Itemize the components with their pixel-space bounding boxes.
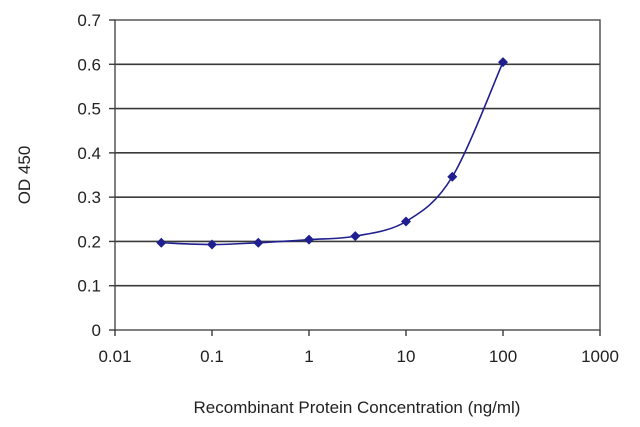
grid-lines xyxy=(115,63,600,287)
x-tick-label: 10 xyxy=(397,347,416,366)
data-point xyxy=(401,216,411,227)
plot-area xyxy=(114,19,601,331)
y-tick-label: 0 xyxy=(92,321,101,340)
y-tick-label: 0.7 xyxy=(77,11,101,30)
series-group xyxy=(156,57,508,250)
y-tick-label: 0.4 xyxy=(77,144,101,163)
y-tick-label: 0.5 xyxy=(77,100,101,119)
x-axis: 0.01 0.1 1 10 100 1000 xyxy=(98,330,619,366)
x-tick-label: 100 xyxy=(489,347,517,366)
y-tick-label: 0.2 xyxy=(77,232,101,251)
data-point xyxy=(207,239,217,250)
y-axis-title: OD 450 xyxy=(15,146,34,205)
data-point xyxy=(304,234,314,245)
data-point xyxy=(156,237,167,248)
x-tick-label: 0.01 xyxy=(98,347,131,366)
x-tick-label: 1000 xyxy=(581,347,619,366)
data-point xyxy=(350,231,361,242)
y-tick-label: 0.1 xyxy=(77,277,101,296)
data-point xyxy=(253,237,264,248)
x-axis-title: Recombinant Protein Concentration (ng/ml… xyxy=(194,398,521,417)
x-tick-label: 1 xyxy=(304,347,313,366)
y-axis: 0 0.1 0.2 0.3 0.4 0.5 0.6 0.7 xyxy=(77,11,115,340)
y-tick-label: 0.6 xyxy=(77,55,101,74)
series-line xyxy=(161,61,504,246)
y-tick-label: 0.3 xyxy=(77,188,101,207)
data-point xyxy=(447,171,458,182)
x-tick-label: 0.1 xyxy=(200,347,224,366)
data-point xyxy=(498,57,508,68)
